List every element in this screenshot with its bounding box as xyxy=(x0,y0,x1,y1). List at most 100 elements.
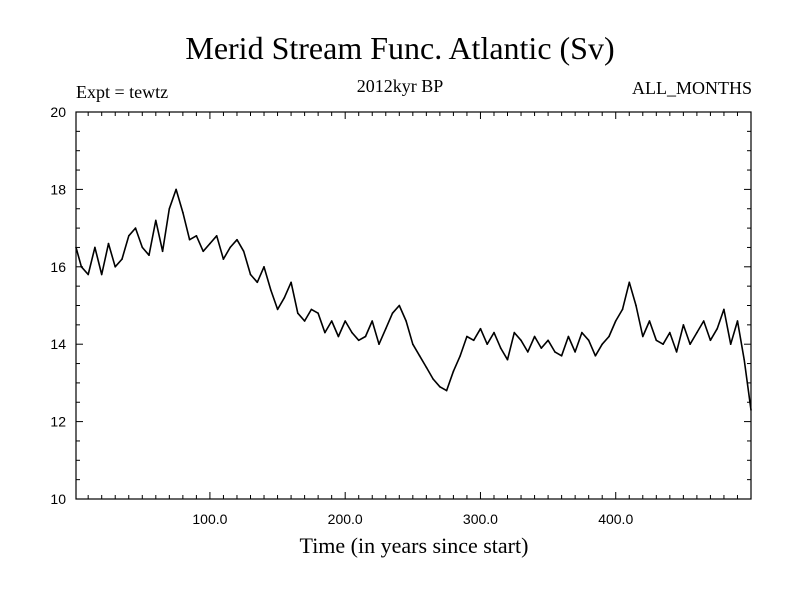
series-layer xyxy=(75,188,752,411)
data-point xyxy=(249,273,252,276)
data-point xyxy=(182,211,184,214)
data-point xyxy=(337,335,340,338)
y-tick-label: 12 xyxy=(50,414,66,430)
y-tick-label: 10 xyxy=(50,491,66,507)
data-point xyxy=(385,327,387,330)
data-point xyxy=(114,266,116,268)
data-point xyxy=(675,351,678,353)
data-point xyxy=(364,335,367,338)
data-point xyxy=(283,297,286,299)
data-point xyxy=(317,312,319,315)
x-tick-label: 200.0 xyxy=(328,511,363,527)
axis-ticks xyxy=(76,111,752,500)
data-point xyxy=(412,343,414,346)
series-line xyxy=(75,188,752,411)
y-tick-label: 20 xyxy=(50,104,66,120)
data-point xyxy=(560,355,563,357)
data-point xyxy=(540,347,543,349)
data-point xyxy=(608,335,610,338)
data-point xyxy=(188,238,191,241)
chart-title: Merid Stream Func. Atlantic (Sv) xyxy=(185,30,615,66)
data-point xyxy=(94,246,96,249)
data-point xyxy=(662,343,664,346)
data-point xyxy=(499,347,502,349)
months-label: ALL_MONTHS xyxy=(632,78,752,98)
data-point xyxy=(270,289,272,291)
data-point xyxy=(303,320,306,322)
data-point xyxy=(459,355,462,357)
data-point xyxy=(209,242,211,245)
data-point xyxy=(324,331,326,334)
data-point xyxy=(567,335,570,338)
data-point xyxy=(574,351,576,353)
data-point xyxy=(621,308,624,311)
data-point xyxy=(432,378,434,380)
data-point xyxy=(445,389,448,392)
data-point xyxy=(466,335,468,338)
period-label: 2012kyr BP xyxy=(356,76,444,96)
data-point xyxy=(682,324,685,326)
data-point xyxy=(554,351,556,353)
data-point xyxy=(479,327,482,330)
data-point xyxy=(594,355,597,357)
data-point xyxy=(614,320,617,322)
data-point xyxy=(439,386,441,388)
data-point xyxy=(148,254,150,256)
x-tick-label: 300.0 xyxy=(463,511,498,527)
plot-frame xyxy=(75,111,752,500)
data-point xyxy=(128,235,130,237)
data-point xyxy=(506,358,509,361)
data-point xyxy=(689,343,691,346)
data-point xyxy=(709,339,712,342)
data-point xyxy=(642,335,644,338)
data-point xyxy=(290,281,292,284)
data-point xyxy=(533,335,536,338)
data-point xyxy=(527,351,529,353)
data-point xyxy=(297,312,299,315)
data-point xyxy=(256,281,259,284)
data-point xyxy=(330,320,333,322)
data-point xyxy=(587,339,590,342)
data-point xyxy=(107,242,110,245)
data-point xyxy=(405,320,407,322)
data-point xyxy=(229,246,231,249)
data-point xyxy=(655,339,658,342)
data-point xyxy=(351,331,353,334)
data-point xyxy=(141,246,144,249)
data-point xyxy=(601,343,603,346)
data-point xyxy=(357,339,360,342)
data-point xyxy=(513,331,516,334)
data-point xyxy=(310,308,313,311)
x-axis-label: Time (in years since start) xyxy=(299,533,529,558)
data-point xyxy=(547,339,549,342)
data-point xyxy=(398,304,401,307)
data-point xyxy=(425,366,428,369)
data-point xyxy=(195,235,198,237)
data-point xyxy=(168,208,171,210)
axis-tick-labels: 10 12 14 16 18 20 100.0 200.0 300.0 400.0 xyxy=(50,104,633,527)
data-point xyxy=(100,273,103,276)
data-point xyxy=(493,331,495,334)
data-point xyxy=(391,312,394,315)
data-point xyxy=(378,343,380,346)
data-point xyxy=(276,308,279,311)
data-point xyxy=(628,281,631,284)
data-point xyxy=(736,320,739,322)
data-point xyxy=(472,339,475,342)
data-point xyxy=(263,266,265,268)
data-point xyxy=(648,320,651,322)
y-tick-label: 18 xyxy=(50,181,66,197)
data-point xyxy=(729,343,732,346)
data-point xyxy=(581,331,583,334)
data-point xyxy=(520,339,522,342)
data-point xyxy=(175,188,177,191)
data-point xyxy=(87,273,89,276)
data-point xyxy=(242,250,245,253)
data-point xyxy=(202,250,204,253)
y-tick-label: 14 xyxy=(50,336,66,352)
data-point xyxy=(743,358,745,361)
data-point xyxy=(418,355,421,357)
data-point xyxy=(669,331,671,334)
y-tick-label: 16 xyxy=(50,259,66,275)
data-point xyxy=(80,266,83,268)
